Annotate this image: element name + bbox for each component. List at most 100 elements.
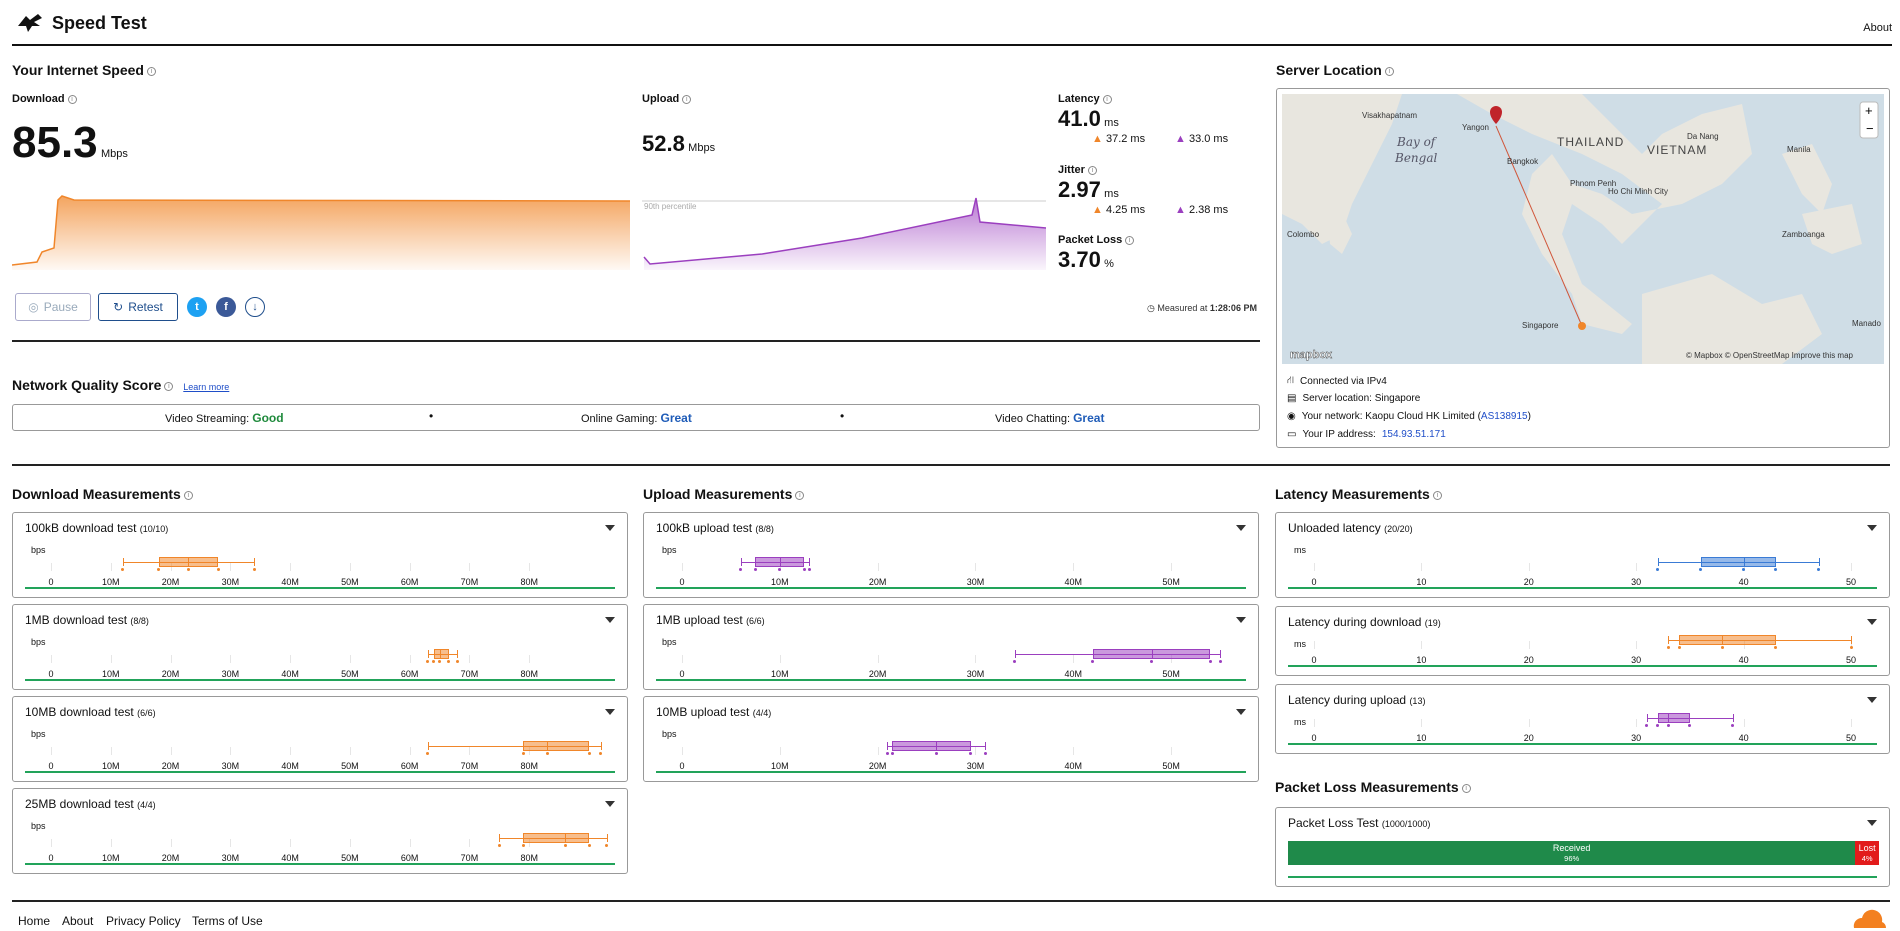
chevron-down-icon[interactable] [1867, 619, 1877, 625]
box-plot: 0 10M 20M 30M 40M 50M [679, 619, 1222, 679]
info-icon[interactable]: i [1125, 235, 1135, 245]
chevron-down-icon[interactable] [1236, 617, 1246, 623]
asn-link[interactable]: AS138915 [1480, 411, 1528, 422]
grid-line [110, 563, 112, 571]
axis-tick-label: 60M [400, 853, 419, 863]
zoom-out-button[interactable]: − [1866, 121, 1874, 136]
latency-label: Latency i [1058, 93, 1112, 105]
axis-tick-label: 70M [460, 853, 479, 863]
grid-line [51, 747, 52, 755]
upload-test-card: 1MB upload test (6/6) bps 0 10M 20M 30M 40M 50M [643, 604, 1259, 690]
learn-more-link[interactable]: Learn more [183, 382, 230, 392]
info-icon[interactable]: i [795, 490, 805, 500]
facebook-share-button[interactable]: f [216, 297, 236, 317]
chevron-down-icon[interactable] [605, 801, 615, 807]
median-line [1722, 635, 1724, 645]
whisker-cap [254, 558, 256, 566]
map-attribution[interactable]: © Mapbox © OpenStreetMap Improve this ma… [1686, 351, 1854, 360]
pause-button[interactable]: ◎ Pause [15, 293, 91, 321]
chevron-down-icon[interactable] [605, 525, 615, 531]
iqr-box[interactable] [158, 557, 219, 567]
chevron-down-icon[interactable] [1867, 820, 1877, 826]
iqr-box[interactable] [1657, 713, 1690, 723]
zoom-in-button[interactable]: + [1865, 103, 1873, 118]
grid-line [877, 747, 879, 755]
info-icon[interactable]: i [1384, 66, 1394, 76]
axis-unit: ms [1294, 717, 1306, 727]
grid-line [230, 655, 232, 663]
info-icon[interactable]: i [183, 490, 193, 500]
info-icon[interactable]: i [164, 381, 174, 391]
iqr-box[interactable] [433, 649, 449, 659]
map[interactable]: Visakhapatnam Yangon THAILAND VIETNAM Ba… [1282, 94, 1884, 364]
iqr-box[interactable] [523, 741, 589, 751]
info-icon[interactable]: i [1461, 783, 1471, 793]
header: Speed Test About [12, 10, 1892, 46]
iqr-box[interactable] [523, 833, 589, 843]
axis-tick-label: 20M [161, 761, 180, 771]
footer-privacy-link[interactable]: Privacy Policy [106, 914, 181, 928]
download-results-button[interactable]: ↓ [245, 297, 265, 317]
retest-button[interactable]: ↻ Retest [98, 293, 178, 321]
data-point [1218, 660, 1222, 663]
whisker-cap [1646, 714, 1648, 722]
twitter-share-button[interactable]: t [187, 297, 207, 317]
axis-tick-label: 80M [520, 669, 538, 679]
grid-line [1171, 655, 1173, 663]
data-point [521, 844, 525, 847]
data-point [802, 568, 806, 571]
axis-tick-label: 30M [221, 761, 240, 771]
info-icon[interactable]: i [682, 94, 692, 104]
pause-icon: ◎ [28, 300, 39, 314]
iqr-box[interactable] [1700, 557, 1776, 567]
footer-terms-link[interactable]: Terms of Use [192, 914, 263, 928]
axis-tick-label: 0 [48, 853, 54, 863]
separator-dot: • [840, 409, 845, 423]
data-point [778, 568, 782, 571]
data-point [186, 568, 190, 571]
map-label: Da Nang [1687, 132, 1719, 141]
footer-about-link[interactable]: About [62, 914, 94, 928]
progress-line [25, 587, 615, 589]
chevron-down-icon[interactable] [605, 617, 615, 623]
info-icon[interactable]: i [67, 94, 77, 104]
grid-line [290, 563, 292, 571]
median-line [779, 557, 781, 567]
latency-value: 41.0 ms [1058, 106, 1119, 131]
grid-line [877, 655, 879, 663]
chevron-down-icon[interactable] [1236, 709, 1246, 715]
grid-line [1314, 641, 1315, 649]
whisker-cap [427, 650, 429, 658]
packet-loss-value: 3.70 % [1058, 247, 1114, 272]
ip-link[interactable]: 154.93.51.171 [1381, 429, 1446, 440]
connection-info: ⛙ Connected via IPv4 [1287, 375, 1387, 387]
data-point [587, 752, 591, 755]
info-icon[interactable]: i [1087, 165, 1097, 175]
chevron-down-icon[interactable] [605, 709, 615, 715]
grid-line [469, 839, 471, 847]
chevron-down-icon[interactable] [1867, 697, 1877, 703]
axis-tick-label: 50M [1162, 761, 1180, 771]
chevron-down-icon[interactable] [1867, 525, 1877, 531]
axis-tick-label: 20M [161, 669, 180, 679]
info-icon[interactable]: i [146, 66, 156, 76]
quality-online-gaming: Online Gaming: Great [581, 411, 692, 425]
chevron-down-icon[interactable] [1236, 525, 1246, 531]
grid-line [529, 747, 531, 755]
info-icon[interactable]: i [1432, 490, 1442, 500]
iqr-box[interactable] [892, 741, 971, 751]
grid-line [1636, 563, 1638, 571]
about-link[interactable]: About [1863, 22, 1892, 34]
info-icon[interactable]: i [1102, 94, 1112, 104]
axis-tick-label: 10 [1416, 733, 1427, 743]
download-chart [12, 195, 630, 270]
axis-tick-label: 10 [1416, 577, 1427, 587]
iqr-box[interactable] [1679, 635, 1776, 645]
grid-line [170, 563, 172, 571]
footer-home-link[interactable]: Home [18, 914, 51, 928]
axis-tick-label: 50 [1845, 733, 1857, 743]
whisker-cap [1851, 636, 1852, 644]
data-point [890, 752, 894, 755]
jitter-down: ▲ 4.25 ms [1092, 204, 1146, 216]
axis-tick-label: 50M [1162, 669, 1180, 679]
